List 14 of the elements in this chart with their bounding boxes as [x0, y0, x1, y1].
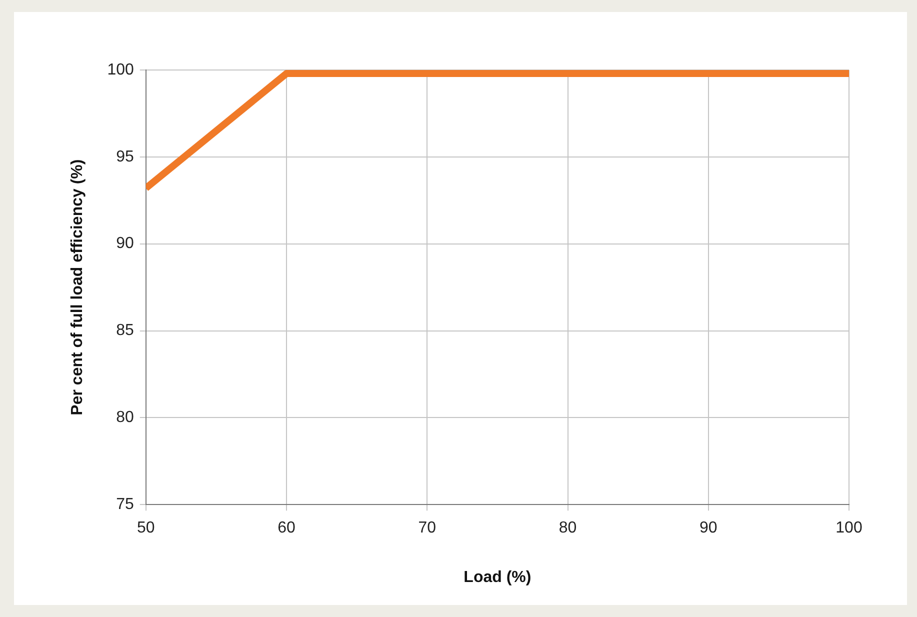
y-axis-title: Per cent of full load efficiency (%) [69, 159, 86, 416]
x-axis-title: Load (%) [464, 568, 532, 586]
y-tick-label: 75 [116, 496, 134, 514]
x-tick-label: 100 [836, 520, 862, 537]
x-tick-label: 90 [699, 520, 718, 537]
y-tick-label: 90 [116, 235, 134, 252]
y-tick-label: 100 [107, 61, 134, 78]
x-tick-label: 60 [278, 520, 296, 537]
x-tick-label: 50 [136, 520, 155, 537]
y-tick-label: 80 [116, 409, 134, 426]
x-tick-label: 70 [418, 520, 436, 537]
x-tick-label: 80 [558, 520, 577, 537]
y-tick-label: 85 [116, 322, 134, 340]
y-tick-label: 95 [116, 148, 134, 166]
